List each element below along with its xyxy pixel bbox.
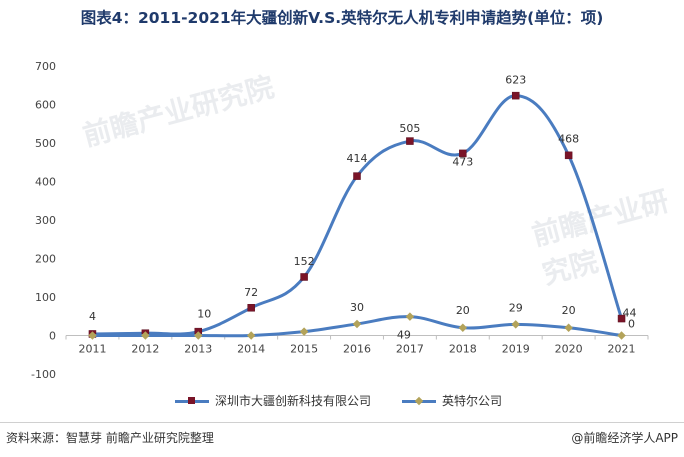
- data-point-intel: [141, 331, 150, 340]
- legend-item-intel: 英特尔公司: [402, 392, 502, 409]
- data-point-dji: [406, 137, 414, 145]
- legend-swatch-dji: [175, 395, 209, 407]
- series-line-dji: [90, 94, 624, 336]
- legend-item-dji: 深圳市大疆创新科技有限公司: [175, 392, 371, 409]
- data-label-dji: 72: [244, 286, 258, 299]
- y-tick-label: 600: [35, 99, 56, 112]
- x-tick-label: 2011: [78, 343, 106, 356]
- data-label-dji: 623: [505, 74, 526, 87]
- x-tick-label: 2019: [502, 343, 530, 356]
- data-point-dji: [300, 273, 308, 281]
- data-point-intel: [511, 320, 520, 329]
- y-tick-label: 500: [35, 137, 56, 150]
- data-label-dji: 505: [399, 122, 420, 135]
- data-point-intel: [564, 323, 573, 333]
- y-tick-label: 0: [49, 330, 56, 343]
- y-tick-label: 200: [35, 253, 56, 266]
- y-tick-label: 700: [35, 60, 56, 73]
- footer: 资料来源：智慧芽 前瞻产业研究院整理 @前瞻经济学人APP: [0, 422, 684, 451]
- x-tick-label: 2018: [449, 343, 477, 356]
- data-point-dji: [617, 314, 626, 323]
- data-label-intel: 0: [628, 318, 635, 331]
- data-point-dji: [247, 304, 255, 312]
- data-label-dji: 468: [558, 132, 579, 145]
- data-label-dji: 414: [347, 152, 368, 165]
- x-tick-label: 2015: [290, 343, 318, 356]
- x-tick-label: 2014: [237, 343, 265, 356]
- legend-label-dji: 深圳市大疆创新科技有限公司: [215, 394, 372, 408]
- source-note: 资料来源：智慧芽 前瞻产业研究院整理: [6, 431, 214, 445]
- data-point-intel: [352, 319, 362, 329]
- y-tick-label: -100: [31, 368, 56, 381]
- data-label-dji: 4: [89, 310, 96, 323]
- data-label-intel: 20: [456, 304, 470, 317]
- data-point-intel: [194, 331, 203, 340]
- data-point-dji: [511, 91, 520, 100]
- data-point-dji: [459, 149, 467, 158]
- legend-swatch-intel: [402, 395, 436, 407]
- x-tick-label: 2021: [608, 343, 636, 356]
- data-label-intel: 49: [397, 329, 411, 342]
- data-point-intel: [88, 331, 97, 340]
- data-point-dji: [353, 172, 361, 180]
- x-tick-label: 2020: [555, 343, 583, 356]
- legend-label-intel: 英特尔公司: [442, 394, 503, 408]
- y-tick-label: 400: [35, 176, 56, 189]
- x-tick-label: 2017: [396, 343, 424, 356]
- data-label-intel: 20: [562, 304, 576, 317]
- x-tick-label: 2016: [343, 343, 371, 356]
- data-label-dji: 152: [294, 255, 315, 268]
- x-tick-label: 2012: [131, 343, 159, 356]
- chart-title: 图表4：2011-2021年大疆创新V.S.英特尔无人机专利申请趋势(单位：项): [80, 9, 604, 27]
- data-point-intel: [458, 323, 468, 333]
- data-label-intel: 29: [509, 301, 523, 314]
- brand-credit: @前瞻经济学人APP: [571, 431, 678, 445]
- data-point-dji: [564, 151, 573, 160]
- x-tick-label: 2013: [184, 343, 212, 356]
- data-label-dji: 473: [452, 155, 473, 168]
- data-label-dji: 10: [197, 308, 211, 321]
- data-point-intel: [617, 331, 626, 340]
- data-label-intel: 30: [350, 301, 364, 314]
- data-point-intel: [405, 312, 415, 321]
- data-label-dji: 44: [623, 307, 637, 320]
- data-point-intel: [299, 327, 309, 336]
- y-tick-label: 300: [35, 214, 56, 227]
- data-point-intel: [246, 331, 256, 340]
- y-tick-label: 100: [35, 291, 56, 304]
